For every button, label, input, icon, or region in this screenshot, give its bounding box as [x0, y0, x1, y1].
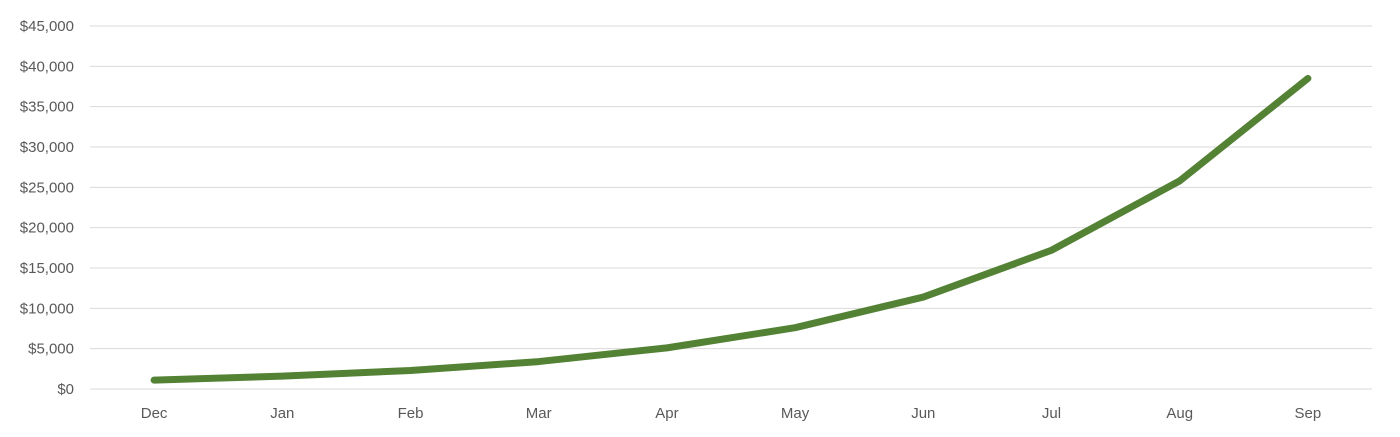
- x-tick-label: Jan: [270, 405, 294, 422]
- y-tick-label: $15,000: [20, 260, 74, 277]
- y-tick-label: $45,000: [20, 18, 74, 35]
- x-axis-tick-labels: Dec Jan Feb Mar Apr May Jun Jul Aug Sep: [141, 405, 1321, 422]
- series-layer: [150, 74, 1312, 384]
- y-tick-label: $30,000: [20, 139, 74, 156]
- y-tick-label: $25,000: [20, 179, 74, 196]
- x-tick-label: Apr: [655, 405, 678, 422]
- y-tick-label: $35,000: [20, 99, 74, 116]
- y-tick-label: $40,000: [20, 58, 74, 75]
- x-tick-label: Dec: [141, 405, 168, 422]
- x-tick-label: Feb: [398, 405, 424, 422]
- gridlines: [90, 25, 1372, 390]
- y-axis-tick-labels: $0 $5,000 $10,000 $15,000 $20,000 $25,000 $30,…: [20, 18, 74, 398]
- x-tick-label: Sep: [1295, 405, 1322, 422]
- y-tick-label: $0: [57, 381, 74, 398]
- x-tick-label: Mar: [526, 405, 552, 422]
- y-tick-label: $5,000: [28, 341, 74, 358]
- x-tick-label: Jul: [1042, 405, 1061, 422]
- y-tick-label: $10,000: [20, 300, 74, 317]
- x-tick-label: May: [781, 405, 810, 422]
- series-line: [150, 74, 1312, 384]
- x-tick-label: Jun: [911, 405, 935, 422]
- y-tick-label: $20,000: [20, 220, 74, 237]
- x-tick-label: Aug: [1166, 405, 1193, 422]
